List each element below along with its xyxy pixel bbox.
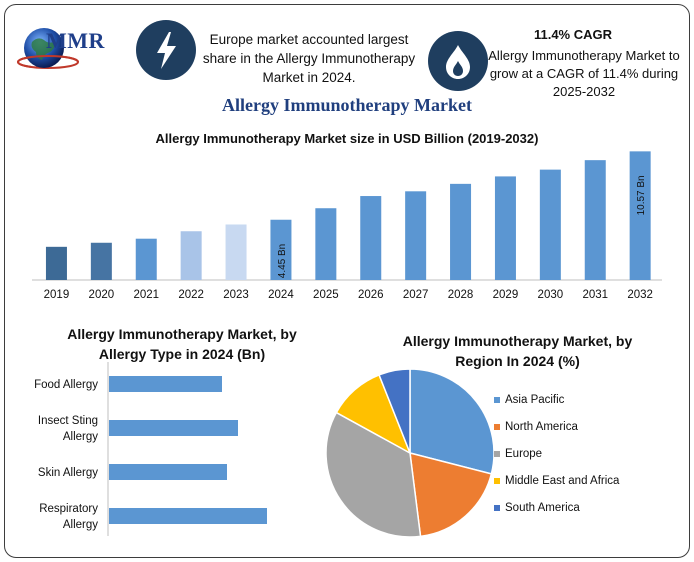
x-tick-label: 2032	[627, 289, 653, 301]
x-tick-label: 2020	[89, 289, 115, 301]
pie-legend: Asia Pacific North America Europe Middle Ea…	[494, 386, 619, 521]
x-tick-label: 2028	[448, 289, 474, 301]
y-tick-label: Allergy	[63, 519, 98, 531]
x-tick-label: 2022	[178, 289, 204, 301]
x-tick-label: 2026	[358, 289, 384, 301]
logo-text: MMR	[46, 28, 105, 53]
bar-2020	[90, 242, 112, 280]
x-tick-label: 2019	[44, 289, 70, 301]
legend-item: Europe	[494, 440, 619, 467]
x-tick-label: 2027	[403, 289, 429, 301]
bar-2028	[450, 183, 472, 280]
market-size-bar-chart: 2019 2020 2021 2022 2023 2024 4.45 Bn 2025 2026 2…	[32, 151, 662, 301]
x-tick-label: 2031	[582, 289, 608, 301]
bar-data-label: 10.57 Bn	[636, 175, 647, 215]
bar-2029	[494, 176, 516, 280]
bar-2032	[629, 151, 651, 280]
mmr-logo-globe-icon	[17, 28, 79, 69]
x-tick-label: 2029	[493, 289, 519, 301]
pie-slice-asia-pacific	[409, 368, 495, 475]
cagr-title: 11.4% CAGR	[533, 27, 613, 42]
pie-slice-north-america	[409, 451, 493, 538]
europe-share-text: Europe market accounted largest share in…	[202, 32, 416, 85]
allergy-type-bar-chart: Food Allergy Insect Sting Allergy Skin Alle…	[34, 362, 267, 536]
legend-label: South America	[505, 501, 580, 514]
legend-item: Asia Pacific	[494, 386, 619, 413]
bar-2021	[135, 238, 157, 280]
legend-swatch	[494, 450, 500, 457]
legend-label: Europe	[505, 447, 543, 460]
y-tick-label: Skin Allergy	[38, 467, 98, 479]
region-pie-chart	[325, 368, 495, 538]
legend-label: Middle East and Africa	[505, 474, 620, 487]
lightning-bolt-icon	[136, 20, 196, 80]
bar-chart-title: Allergy Immunotherapy Market size in USD…	[155, 131, 539, 146]
bar-2025	[315, 208, 337, 280]
legend-item: South America	[494, 494, 619, 521]
x-tick-label: 2023	[223, 289, 249, 301]
legend-swatch	[494, 396, 500, 403]
x-tick-label: 2025	[313, 289, 339, 301]
region-chart-title: Allergy Immunotherapy Market, by Region …	[402, 333, 633, 369]
legend-item: Middle East and Africa	[494, 467, 619, 494]
bar-2030	[539, 169, 561, 280]
bar-2022	[180, 231, 202, 280]
bar-2023	[225, 224, 247, 280]
bar-2019	[45, 246, 67, 280]
y-tick-label: Allergy	[63, 431, 98, 443]
legend-swatch	[494, 477, 500, 484]
bar-2027	[405, 191, 427, 280]
hbar-food-allergy	[109, 376, 222, 392]
hbar-insect-sting-allergy	[109, 420, 238, 436]
pie-slice-europe	[325, 411, 422, 538]
flame-drop-icon	[428, 31, 488, 91]
hbar-respiratory-allergy	[109, 508, 267, 524]
bar-2024	[270, 219, 292, 280]
allergy-type-chart-title: Allergy Immunotherapy Market, by Allergy…	[67, 326, 297, 362]
legend-label: Asia Pacific	[505, 393, 565, 406]
main-title: Allergy Immunotherapy Market	[222, 95, 472, 115]
y-tick-label: Food Allergy	[34, 379, 98, 391]
bar-2026	[360, 196, 382, 280]
legend-swatch	[494, 504, 500, 511]
pie-slice-south-america	[378, 368, 411, 454]
x-tick-label: 2030	[538, 289, 564, 301]
bar-data-label: 4.45 Bn	[277, 244, 288, 278]
legend-label: North America	[505, 420, 578, 433]
x-tick-label: 2021	[133, 289, 159, 301]
bar-2031	[584, 160, 606, 280]
hbar-skin-allergy	[109, 464, 227, 480]
cagr-description: Allergy Immunotherapy Market to grow at …	[488, 48, 680, 99]
legend-item: North America	[494, 413, 619, 440]
x-tick-label: 2024	[268, 289, 294, 301]
legend-swatch	[494, 423, 500, 430]
y-tick-label: Insect Sting	[38, 415, 98, 427]
y-tick-label: Respiratory	[39, 503, 98, 515]
